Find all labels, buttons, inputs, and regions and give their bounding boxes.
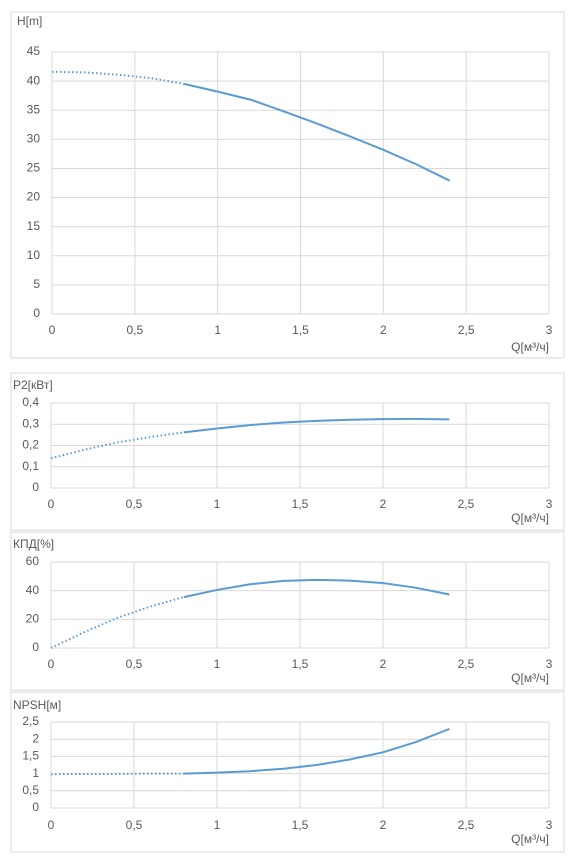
y-tick-label: 0,4 bbox=[22, 395, 39, 409]
x-tick-label: 0 bbox=[48, 497, 55, 511]
chart-panel bbox=[10, 11, 565, 359]
y-tick-label: 2 bbox=[32, 731, 39, 745]
x-axis-label: Q[м³/ч] bbox=[511, 511, 549, 525]
curve-dotted bbox=[50, 431, 184, 460]
x-tick-label: 2,5 bbox=[458, 497, 475, 511]
x-tick-label: 2 bbox=[380, 497, 387, 511]
y-tick-label: 60 bbox=[26, 554, 40, 568]
chart-title: P2[кВт] bbox=[13, 378, 53, 392]
x-tick-label: 2,5 bbox=[458, 657, 475, 671]
x-tick-label: 3 bbox=[546, 323, 553, 337]
x-axis-label: Q[м³/ч] bbox=[511, 832, 549, 846]
y-tick-label: 35 bbox=[27, 102, 41, 116]
x-tick-label: 0 bbox=[49, 323, 56, 337]
y-tick-label: 10 bbox=[27, 248, 41, 262]
y-tick-label: 15 bbox=[27, 219, 41, 233]
chart-title: КПД[%] bbox=[13, 537, 54, 551]
x-tick-label: 1,5 bbox=[292, 497, 309, 511]
y-tick-label: 40 bbox=[27, 73, 41, 87]
y-tick-label: 0,1 bbox=[22, 459, 39, 473]
curve-dotted bbox=[50, 596, 185, 649]
y-tick-label: 0,3 bbox=[22, 416, 39, 430]
x-tick-label: 3 bbox=[546, 818, 553, 832]
x-tick-label: 1,5 bbox=[292, 657, 309, 671]
chart-panel bbox=[10, 691, 565, 853]
x-tick-label: 1,5 bbox=[292, 323, 309, 337]
x-tick-label: 0,5 bbox=[126, 818, 143, 832]
y-tick-label: 45 bbox=[27, 44, 41, 58]
y-tick-label: 0 bbox=[32, 640, 39, 654]
x-tick-label: 0 bbox=[48, 818, 55, 832]
x-tick-label: 0 bbox=[48, 657, 55, 671]
chart-panel bbox=[10, 372, 565, 531]
y-tick-label: 1,5 bbox=[22, 749, 39, 763]
chart-panel bbox=[10, 531, 565, 691]
y-tick-label: 20 bbox=[27, 190, 41, 204]
curve bbox=[184, 83, 451, 182]
x-tick-label: 1,5 bbox=[292, 818, 309, 832]
x-tick-label: 3 bbox=[546, 497, 553, 511]
x-tick-label: 1 bbox=[214, 818, 221, 832]
x-tick-label: 2,5 bbox=[458, 818, 475, 832]
x-tick-label: 1 bbox=[214, 323, 221, 337]
y-tick-label: 20 bbox=[26, 612, 40, 626]
x-tick-label: 0,5 bbox=[126, 497, 143, 511]
x-tick-label: 1 bbox=[214, 497, 221, 511]
curve bbox=[183, 417, 450, 434]
y-tick-label: 0,2 bbox=[22, 438, 39, 452]
x-axis-label: Q[м³/ч] bbox=[511, 340, 549, 354]
y-tick-label: 0 bbox=[32, 800, 39, 814]
y-tick-label: 5 bbox=[33, 277, 40, 291]
chart-title: NPSH[м] bbox=[13, 698, 61, 712]
x-tick-label: 2 bbox=[380, 323, 387, 337]
y-tick-label: 30 bbox=[27, 132, 41, 146]
x-tick-label: 2,5 bbox=[458, 323, 475, 337]
y-tick-label: 0 bbox=[33, 306, 40, 320]
y-tick-label: 0,5 bbox=[22, 783, 39, 797]
x-tick-label: 2 bbox=[380, 818, 387, 832]
y-tick-label: 25 bbox=[27, 161, 41, 175]
y-tick-label: 1 bbox=[32, 766, 39, 780]
x-tick-label: 3 bbox=[546, 657, 553, 671]
curve bbox=[183, 578, 450, 599]
y-tick-label: 40 bbox=[26, 583, 40, 597]
chart-title: H[m] bbox=[17, 14, 42, 28]
x-tick-label: 2 bbox=[380, 657, 387, 671]
y-tick-label: 0 bbox=[32, 480, 39, 494]
x-tick-label: 1 bbox=[214, 657, 221, 671]
y-tick-label: 2,5 bbox=[22, 714, 39, 728]
x-axis-label: Q[м³/ч] bbox=[511, 671, 549, 685]
x-tick-label: 0,5 bbox=[126, 657, 143, 671]
curve bbox=[183, 727, 450, 775]
x-tick-label: 0,5 bbox=[126, 323, 143, 337]
